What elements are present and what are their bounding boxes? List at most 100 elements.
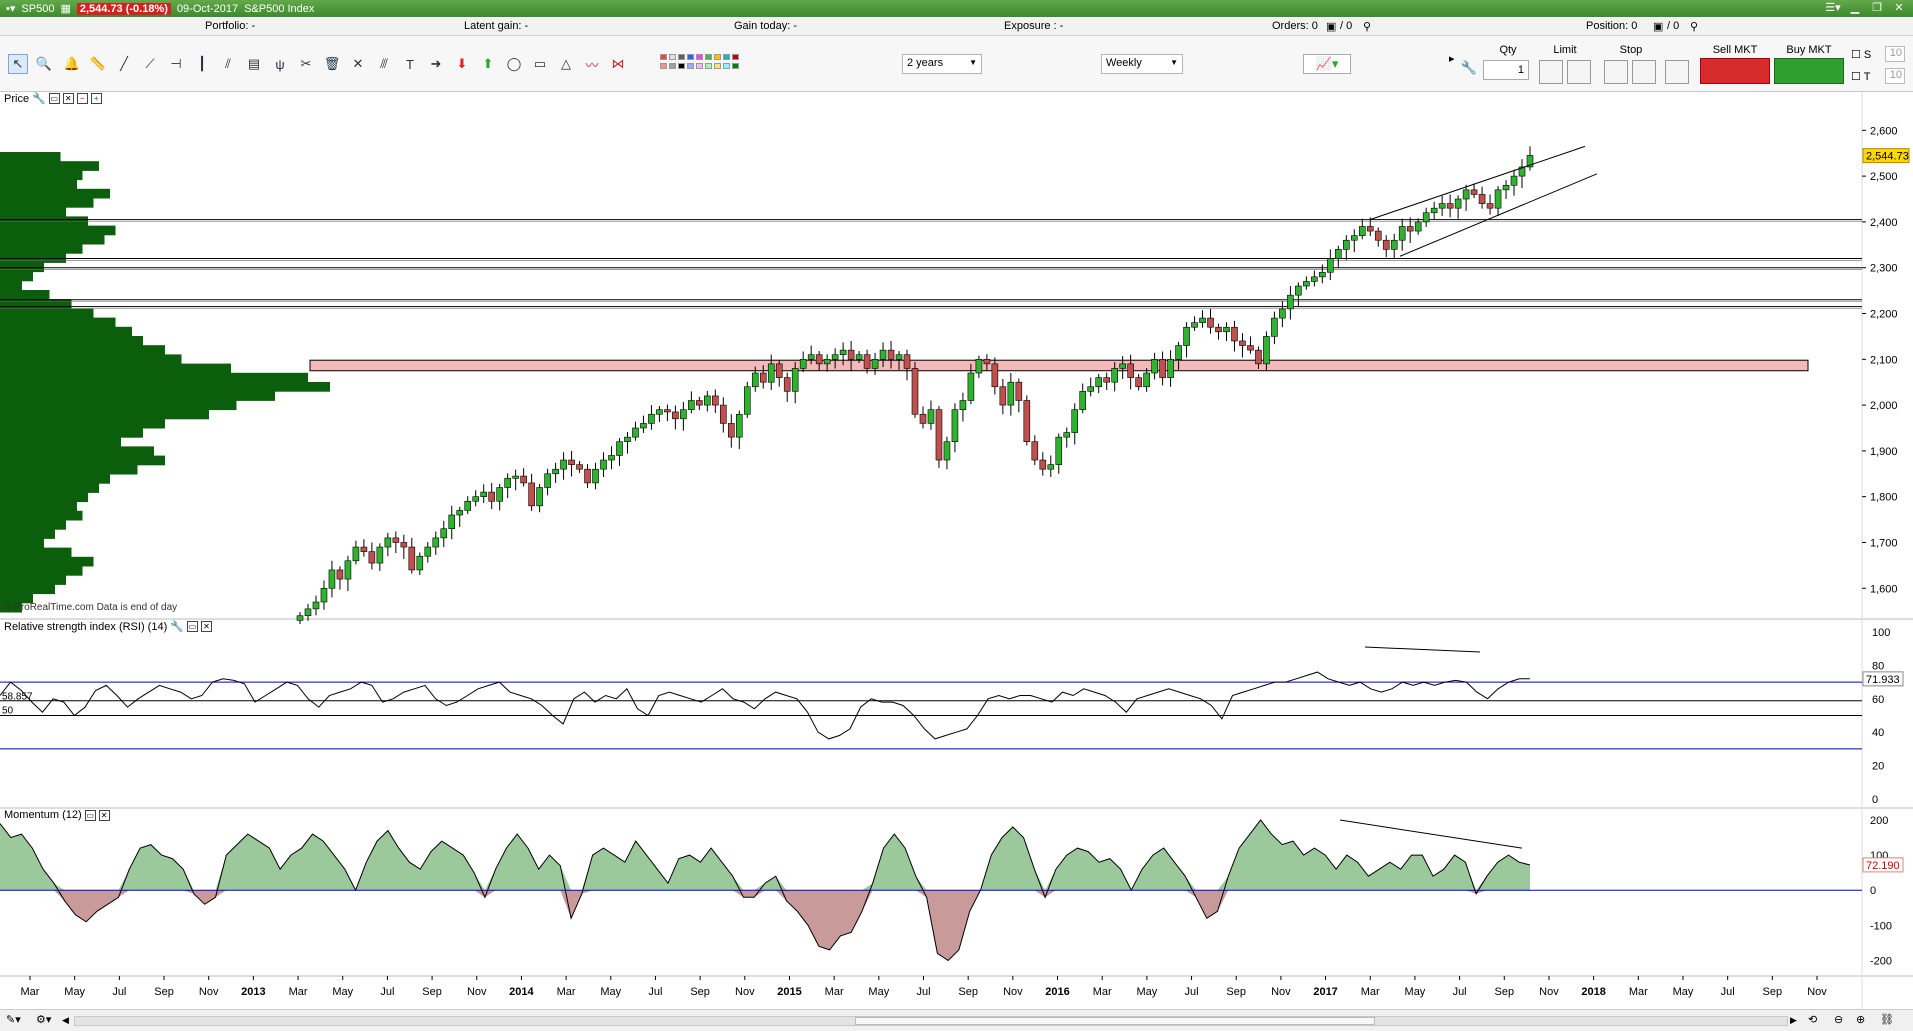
zigzag-icon[interactable]: 〰 [585,57,599,73]
wrench-icon[interactable]: 🔧 [32,93,46,105]
close-icon[interactable]: ✕ [200,621,212,632]
zoom-out-icon[interactable]: ⊖ [1834,1014,1844,1026]
window-list-icon[interactable]: ☰▾ [1825,2,1841,14]
menu-icon[interactable]: ▪▾ [6,3,16,15]
color-swatch[interactable] [660,54,667,60]
rectangle-icon[interactable]: ▭ [533,56,547,71]
stop-extra-button[interactable] [1665,60,1689,84]
t-checkbox[interactable]: ☐ T [1851,71,1871,83]
position-link-icon[interactable]: ⚲ [1690,21,1699,33]
symbol-label[interactable]: SP500 [21,2,55,15]
t-value[interactable]: 10 [1885,68,1905,84]
arrow-down-icon[interactable]: ⬇ [456,56,468,71]
color-swatch[interactable] [660,63,667,69]
text-icon[interactable]: T [406,56,414,72]
color-swatch[interactable] [669,54,676,60]
arrow-up-icon[interactable]: ⬆ [482,56,494,71]
limit-sell-button[interactable] [1539,60,1563,84]
minimize-button[interactable]: ▁ [1850,2,1860,14]
settings-icon[interactable]: ⚙▾ [36,1014,52,1026]
volume-profile-bar [0,161,99,171]
candle-body [384,537,392,548]
add-icon[interactable]: + [90,93,102,104]
pointer-icon[interactable]: ↖ [8,54,28,74]
wrench-icon[interactable]: 🔧 [1460,60,1478,75]
qty-input[interactable]: 1 [1483,60,1529,80]
expand-icon[interactable]: ▸ [1449,53,1455,65]
color-swatch[interactable] [714,63,721,69]
buy-mkt-button[interactable] [1774,58,1844,84]
pattern-icon[interactable]: ⋈ [611,56,625,71]
trash-icon[interactable]: 🗑 [323,56,341,71]
link-icon[interactable]: ⛓ [1880,1014,1894,1026]
zoom-icon[interactable]: 🔍 [35,56,53,71]
color-swatch[interactable] [678,63,685,69]
color-swatch[interactable] [732,63,739,69]
info-icon[interactable]: ▦ [60,3,71,15]
interval-select[interactable]: Weekly ▼ [1101,54,1183,74]
period-select[interactable]: 2 years ▼ [902,54,982,74]
window-icon[interactable]: ▭ [48,93,60,104]
close-icon[interactable]: ✕ [62,93,74,104]
fibonacci-icon[interactable]: ▤ [247,56,261,71]
pitchfork-icon[interactable]: ψ [275,56,285,72]
candle-body [616,441,623,456]
window-icon[interactable]: ▭ [186,621,198,632]
cross-icon[interactable]: ✕ [352,56,364,71]
color-swatch[interactable] [696,63,703,69]
drawing-mode-icon[interactable]: ✎▾ [6,1014,21,1026]
orders-link-icon[interactable]: ⚲ [1363,21,1372,33]
color-swatch[interactable] [669,63,676,69]
color-swatch[interactable] [687,63,694,69]
position-icon[interactable]: ▣ [1653,21,1664,33]
vline-icon[interactable]: ┃ [198,56,206,71]
indicators-icon[interactable]: 📈▾ [1303,54,1351,74]
channel-icon[interactable]: ⫽ [225,56,231,71]
x-tick-label: Sep [1763,986,1783,998]
triangle-icon[interactable]: △ [561,56,571,71]
window-icon[interactable]: ▭ [84,809,96,821]
sell-mkt-button[interactable] [1700,58,1770,84]
parallel-icon[interactable]: ⫻ [380,56,388,71]
limit-buy-button[interactable] [1567,60,1591,84]
trendline-icon[interactable]: ╱ [120,56,128,71]
color-swatch[interactable] [705,54,712,60]
scroll-right-icon[interactable]: ▶ [1790,1015,1797,1025]
y-tick-label: 2,200 [1870,308,1898,320]
remove-icon[interactable]: − [76,93,88,104]
chart-area[interactable]: 1,600 1,700 1,800 1,900 2,000 2,100 2,200 2,300… [0,92,1913,1009]
color-swatch[interactable] [723,54,730,60]
color-swatch[interactable] [714,54,721,60]
hline-icon[interactable]: ⊣ [170,56,182,71]
ellipse-icon[interactable]: ◯ [506,56,522,71]
scroll-left-icon[interactable]: ◀ [62,1015,69,1025]
color-swatch[interactable] [723,63,730,69]
color-swatch[interactable] [696,54,703,60]
s-value[interactable]: 10 [1885,46,1905,62]
close-button[interactable]: ✕ [1894,2,1904,14]
rsi-level-label: 50 [2,706,14,717]
arrow-right-icon[interactable]: ➜ [430,56,442,71]
candle-body [1119,363,1126,369]
ray-icon[interactable]: ⟋ [145,56,155,71]
history-icon[interactable]: ⟲ [1808,1014,1818,1026]
color-swatch[interactable] [687,54,694,60]
stop-buy-button[interactable] [1632,60,1656,84]
color-swatch[interactable] [732,54,739,60]
wrench-icon[interactable]: 🔧 [170,621,184,633]
color-palette[interactable] [660,54,816,76]
maximize-button[interactable]: ❐ [1872,2,1882,14]
orders-icon[interactable]: ▣ [1326,21,1337,33]
close-icon[interactable]: ✕ [98,809,110,821]
horizontal-scrollbar[interactable] [74,1016,1788,1026]
color-swatch[interactable] [705,63,712,69]
s-checkbox[interactable]: ☐ S [1851,49,1872,61]
ruler-icon[interactable]: 📏 [89,56,107,71]
alert-bell-icon[interactable]: 🔔 [63,56,81,71]
stop-sell-button[interactable] [1604,60,1628,84]
color-swatch[interactable] [678,54,685,60]
rsi-y-tick-label: 60 [1872,694,1884,706]
tools-icon[interactable]: ✂ [300,56,312,71]
zoom-in-icon[interactable]: ⊕ [1856,1014,1866,1026]
scrollbar-thumb[interactable] [855,1017,1375,1025]
